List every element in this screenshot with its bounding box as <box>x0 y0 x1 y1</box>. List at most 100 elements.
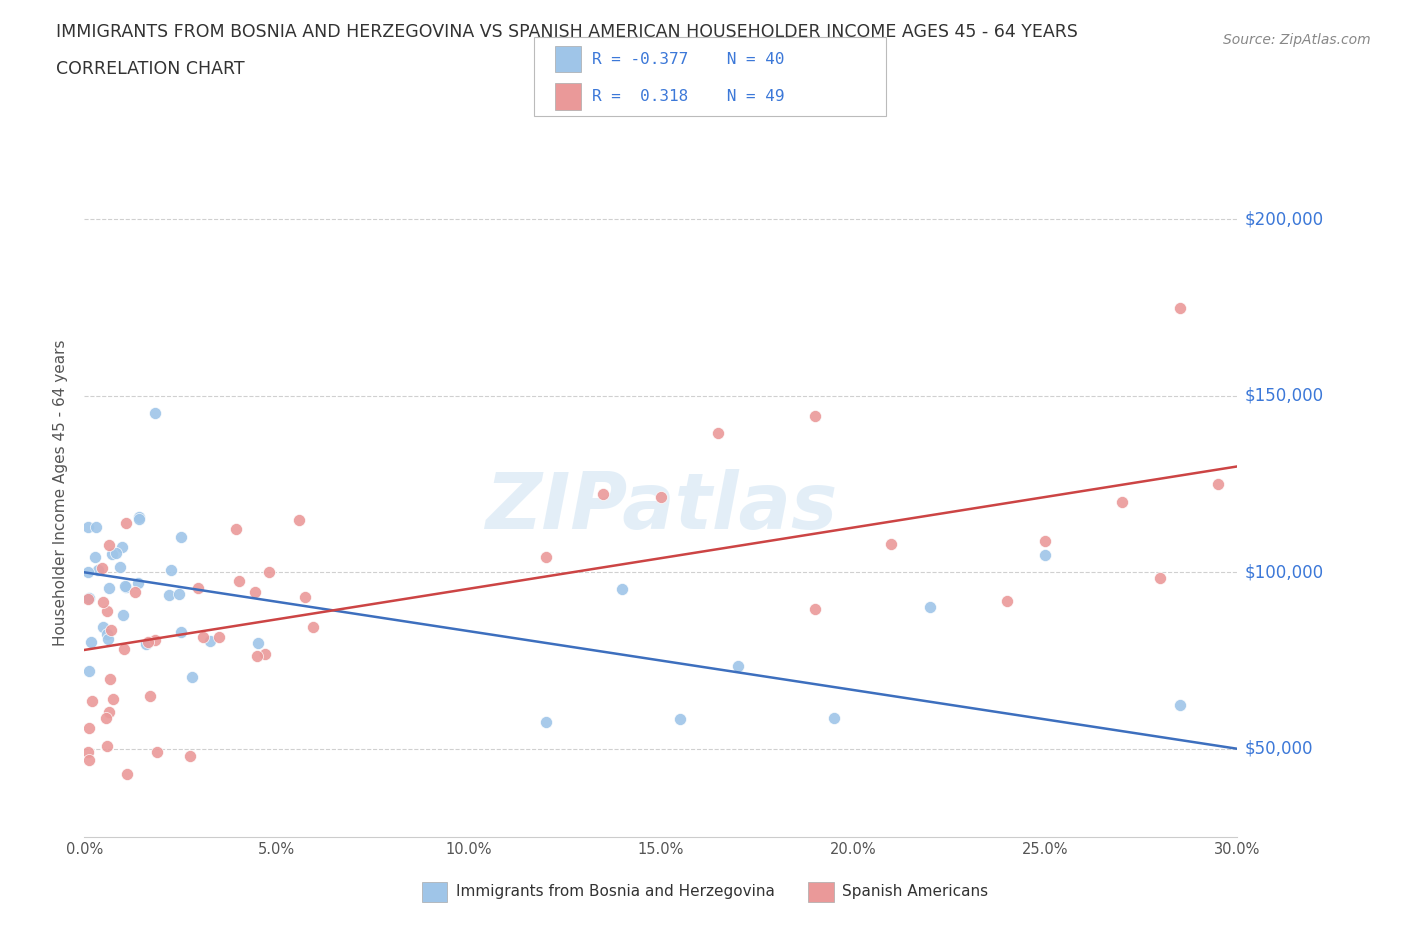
Text: $100,000: $100,000 <box>1244 564 1323 581</box>
Point <box>247 635 270 650</box>
Point <box>96 627 118 642</box>
Point <box>1111 494 1133 509</box>
Point <box>592 486 614 501</box>
Point <box>100 623 122 638</box>
Point <box>104 546 127 561</box>
Point <box>124 585 146 600</box>
Point <box>145 406 167 421</box>
Text: R =  0.318    N = 49: R = 0.318 N = 49 <box>592 89 785 104</box>
Text: $150,000: $150,000 <box>1244 387 1323 405</box>
Point <box>288 512 311 527</box>
Text: Source: ZipAtlas.com: Source: ZipAtlas.com <box>1223 33 1371 46</box>
Point <box>180 670 202 684</box>
Point <box>90 560 112 575</box>
Text: CORRELATION CHART: CORRELATION CHART <box>56 60 245 78</box>
Point <box>79 635 101 650</box>
Point <box>115 515 138 530</box>
Point <box>803 409 825 424</box>
Point <box>302 620 325 635</box>
Point <box>97 631 120 646</box>
Point <box>77 520 100 535</box>
Point <box>534 550 557 565</box>
Point <box>880 537 903 551</box>
Point <box>77 591 100 606</box>
Text: IMMIGRANTS FROM BOSNIA AND HERZEGOVINA VS SPANISH AMERICAN HOUSEHOLDER INCOME AG: IMMIGRANTS FROM BOSNIA AND HERZEGOVINA V… <box>56 23 1078 41</box>
Point <box>82 694 104 709</box>
Point <box>612 582 634 597</box>
Point <box>112 642 135 657</box>
Point <box>1149 570 1171 585</box>
Point <box>84 520 107 535</box>
Point <box>128 510 150 525</box>
Point <box>179 749 201 764</box>
Point <box>995 593 1018 608</box>
Point <box>170 625 193 640</box>
Point <box>108 559 131 574</box>
Point <box>257 565 280 579</box>
Point <box>208 630 231 644</box>
Point <box>77 753 100 768</box>
Point <box>169 529 191 544</box>
Text: ZIPatlas: ZIPatlas <box>485 469 837 545</box>
Point <box>111 539 134 554</box>
Point <box>87 563 110 578</box>
Point <box>135 636 157 651</box>
Point <box>91 595 114 610</box>
Point <box>96 739 118 754</box>
Point <box>294 590 316 604</box>
Point <box>112 607 135 622</box>
Point <box>143 632 166 647</box>
Point <box>253 647 276 662</box>
Point <box>803 601 825 616</box>
Point <box>98 671 121 686</box>
Point <box>96 711 118 725</box>
Point <box>83 550 105 565</box>
Point <box>225 522 247 537</box>
Point <box>245 648 267 663</box>
Point <box>93 619 115 634</box>
Point <box>243 584 266 599</box>
Point <box>139 688 162 703</box>
Point <box>228 573 250 588</box>
Point <box>100 547 122 562</box>
Point <box>198 633 221 648</box>
Point <box>1033 548 1056 563</box>
Y-axis label: Householder Income Ages 45 - 64 years: Householder Income Ages 45 - 64 years <box>53 339 69 646</box>
Point <box>1168 698 1191 712</box>
Point <box>114 578 136 593</box>
Point <box>191 629 214 644</box>
Text: $200,000: $200,000 <box>1244 210 1323 229</box>
Point <box>187 581 209 596</box>
Text: $50,000: $50,000 <box>1244 739 1313 758</box>
Point <box>160 563 183 578</box>
Text: Immigrants from Bosnia and Herzegovina: Immigrants from Bosnia and Herzegovina <box>456 884 775 899</box>
Point <box>669 712 692 727</box>
Point <box>918 600 941 615</box>
Point <box>1206 477 1229 492</box>
Point <box>77 591 100 605</box>
Point <box>97 705 120 720</box>
Point <box>534 715 557 730</box>
Point <box>145 745 167 760</box>
Point <box>823 711 845 725</box>
Point <box>98 538 121 552</box>
Point <box>169 587 191 602</box>
Point <box>97 581 120 596</box>
Point <box>115 766 138 781</box>
Point <box>115 579 138 594</box>
Text: R = -0.377    N = 40: R = -0.377 N = 40 <box>592 52 785 67</box>
Point <box>1168 300 1191 315</box>
Point <box>707 426 730 441</box>
Point <box>727 658 749 673</box>
Point <box>77 565 100 579</box>
Point <box>77 721 100 736</box>
Point <box>77 663 100 678</box>
Point <box>136 634 159 649</box>
Point <box>101 692 124 707</box>
Point <box>650 490 672 505</box>
Point <box>157 588 180 603</box>
Text: Spanish Americans: Spanish Americans <box>842 884 988 899</box>
Point <box>96 604 118 618</box>
Point <box>128 512 150 526</box>
Point <box>1033 533 1056 548</box>
